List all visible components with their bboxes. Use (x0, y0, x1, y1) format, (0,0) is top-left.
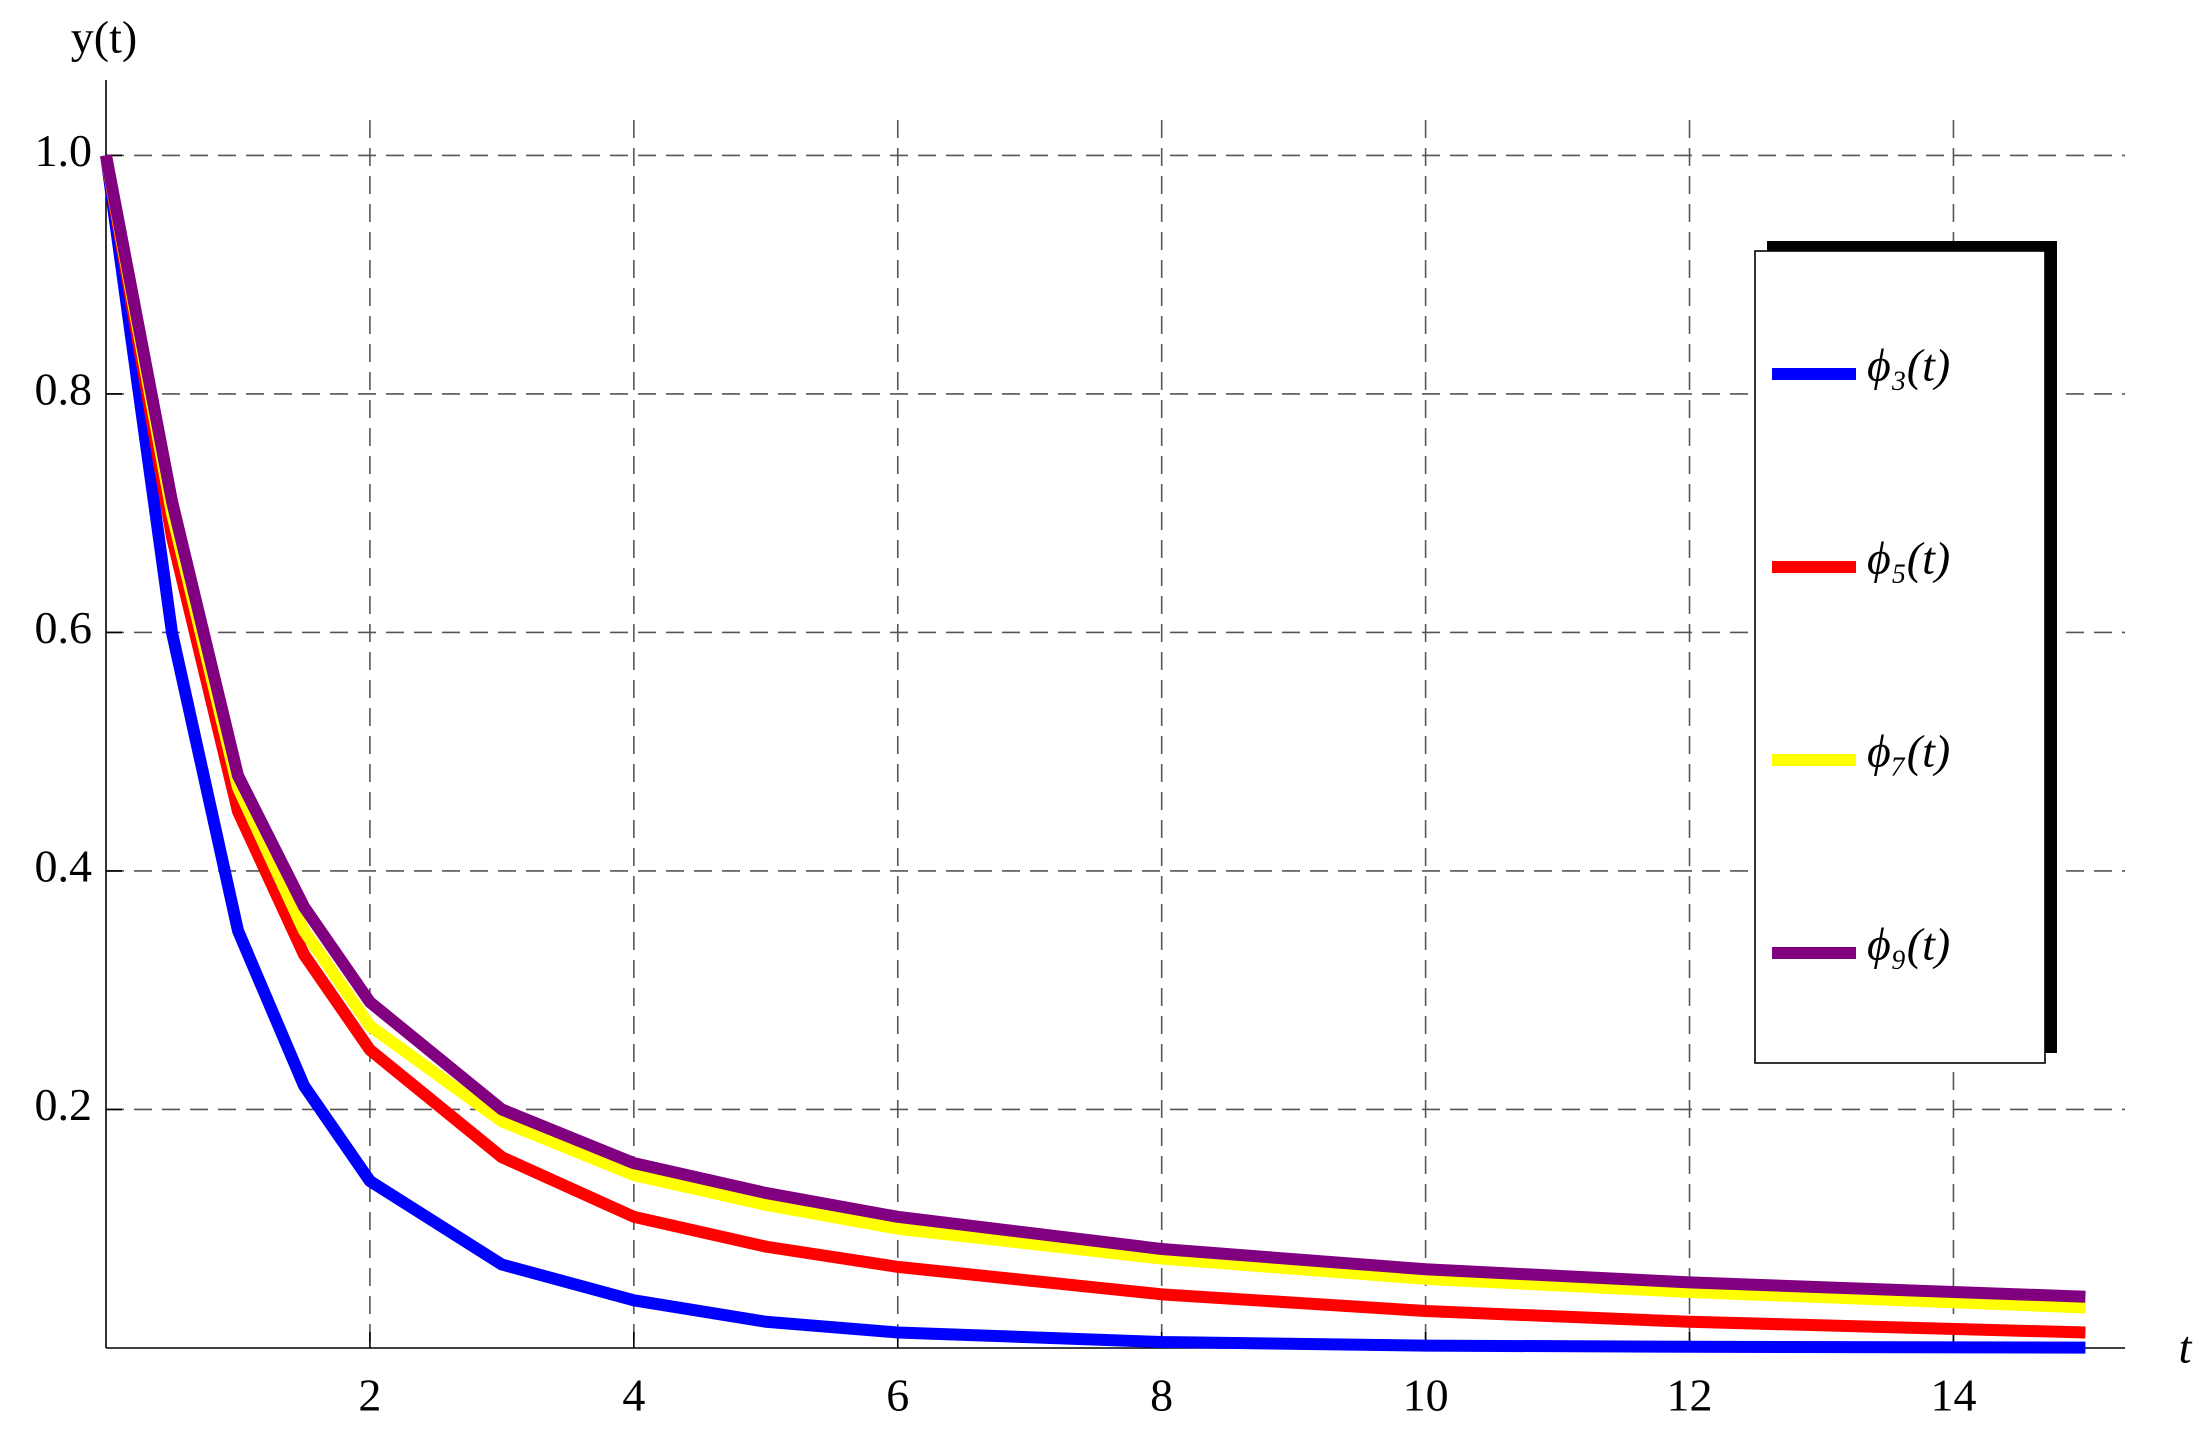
x-tick-label: 6 (886, 1370, 909, 1421)
legend-box (1754, 250, 2046, 1064)
x-tick-label: 2 (358, 1370, 381, 1421)
legend-label: ϕ₇(t) (1867, 726, 1950, 777)
line-series (100, 154, 2086, 1339)
x-tick-label: 8 (1150, 1370, 1173, 1421)
legend-label: ϕ₅(t) (1867, 533, 1950, 584)
x-tick-label: 12 (1667, 1370, 1713, 1421)
legend-label: ϕ₉(t) (1867, 919, 1950, 970)
x-tick-label: 4 (622, 1370, 645, 1421)
line-series (100, 154, 2086, 1354)
line-series (100, 154, 2086, 1303)
x-axis-label: t (2179, 1322, 2193, 1373)
y-tick-label: 0.6 (35, 602, 93, 653)
x-tick-label: 10 (1403, 1370, 1449, 1421)
y-tick-label: 0.2 (35, 1079, 93, 1130)
y-axis-label: y(t) (71, 12, 137, 63)
x-tick-label: 14 (1930, 1370, 1976, 1421)
y-tick-label: 0.4 (35, 841, 93, 892)
legend-label: ϕ₃(t) (1867, 340, 1950, 391)
y-tick-label: 1.0 (35, 125, 93, 176)
y-tick-label: 0.8 (35, 363, 93, 414)
